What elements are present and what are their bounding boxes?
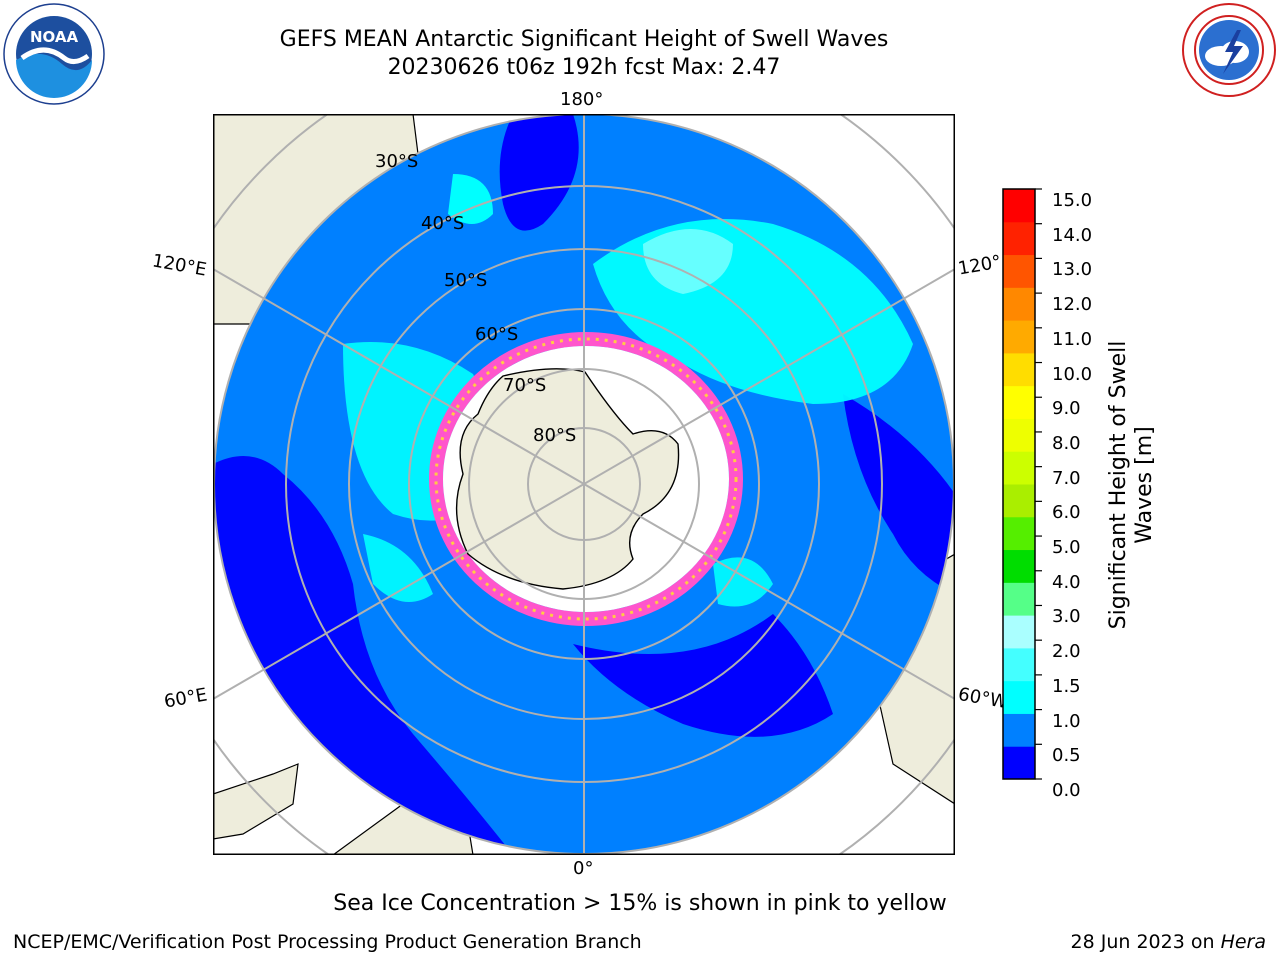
map-frame <box>213 114 955 855</box>
colorbar-segment <box>1003 254 1035 288</box>
colorbar-segment <box>1003 516 1035 551</box>
colorbar-segment <box>1003 221 1035 256</box>
colorbar-tick-label: 4.0 <box>1052 571 1081 593</box>
colorbar-tick-label: 5.0 <box>1052 537 1081 559</box>
polar-map: 30°S 40°S 50°S 60°S 70°S 80°S <box>213 114 955 855</box>
meridian-label-120w: 120° <box>956 251 1003 280</box>
colorbar-segment <box>1003 615 1035 649</box>
footer-date: 28 Jun 2023 on Hera <box>1071 931 1266 953</box>
colorbar-segment <box>1003 287 1035 321</box>
colorbar-tick-label: 13.0 <box>1052 259 1093 281</box>
colorbar-segment <box>1003 713 1035 747</box>
parallel-label-70s: 70°S <box>503 375 546 396</box>
parallel-label-50s: 50°S <box>444 270 487 291</box>
colorbar-segment <box>1003 320 1035 354</box>
colorbar-segment <box>1003 484 1035 518</box>
parallel-label-30s: 30°S <box>375 151 418 172</box>
footer-date-text: 28 Jun 2023 on <box>1070 931 1221 953</box>
colorbar-segment <box>1003 746 1035 780</box>
footer-host: Hera <box>1220 931 1266 953</box>
colorbar-tick-label: 11.0 <box>1052 328 1093 350</box>
parallel-label-40s: 40°S <box>421 213 464 234</box>
colorbar-tick-label: 9.0 <box>1052 398 1081 420</box>
colorbar-tick-label: 0.5 <box>1052 745 1081 767</box>
colorbar-tick-label: 6.0 <box>1052 502 1081 524</box>
meridian-label-120e: 120°E <box>150 250 209 281</box>
colorbar-segment <box>1003 451 1035 485</box>
colorbar-segment <box>1003 647 1035 682</box>
antarctica-land <box>455 368 680 590</box>
noaa-logo-icon: NOAA <box>3 3 105 105</box>
colorbar <box>1002 188 1042 780</box>
colorbar-segment <box>1003 385 1035 419</box>
colorbar-segment <box>1003 582 1035 616</box>
colorbar-segment <box>1003 680 1035 714</box>
meridian-label-60e: 60°E <box>162 684 209 713</box>
parallel-label-60s: 60°S <box>475 324 518 345</box>
colorbar-tick-label: 7.0 <box>1052 467 1081 489</box>
colorbar-tick-label: 2.0 <box>1052 641 1081 663</box>
meridian-label-180: 180° <box>560 89 604 110</box>
colorbar-title-line1: Significant Height of Swell <box>1106 340 1131 630</box>
colorbar-tick-label: 12.0 <box>1052 294 1093 316</box>
footer-credit: NCEP/EMC/Verification Post Processing Pr… <box>13 931 642 953</box>
parallel-label-80s: 80°S <box>533 425 576 446</box>
colorbar-tick-label: 15.0 <box>1052 190 1093 211</box>
colorbar-segments <box>1003 189 1035 780</box>
colorbar-tick-label: 14.0 <box>1052 224 1093 246</box>
noaa-logo-text: NOAA <box>30 28 79 46</box>
colorbar-segment <box>1003 418 1035 452</box>
colorbar-tick-label: 10.0 <box>1052 363 1093 385</box>
chart-subtitle: 20230626 t06z 192h fcst Max: 2.47 <box>387 55 781 80</box>
chart-title: GEFS MEAN Antarctic Significant Height o… <box>279 27 889 52</box>
madagascar-land <box>213 763 299 840</box>
colorbar-tick-label: 1.5 <box>1052 675 1081 697</box>
colorbar-tick-label: 1.0 <box>1052 710 1081 732</box>
colorbar-segment <box>1003 549 1035 583</box>
colorbar-tick-label: 8.0 <box>1052 432 1081 454</box>
colorbar-title-wrap: Significant Height of Swell Waves [m] <box>1102 330 1162 640</box>
colorbar-tick-label: 0.0 <box>1052 780 1081 801</box>
colorbar-segment <box>1003 352 1035 387</box>
colorbar-segment <box>1003 189 1035 223</box>
colorbar-title-line2: Waves [m] <box>1132 426 1157 544</box>
sea-ice-note: Sea Ice Concentration > 15% is shown in … <box>333 891 947 916</box>
nws-logo-icon <box>1182 3 1276 97</box>
meridian-label-0: 0° <box>573 858 594 879</box>
colorbar-tick-label: 3.0 <box>1052 606 1081 628</box>
